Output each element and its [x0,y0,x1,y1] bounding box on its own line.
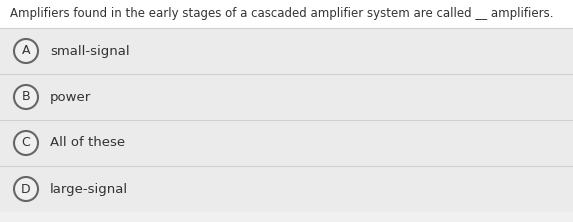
FancyBboxPatch shape [0,0,573,28]
Text: A: A [22,44,30,57]
Text: All of these: All of these [50,137,125,149]
FancyBboxPatch shape [0,74,573,120]
Text: power: power [50,91,91,103]
FancyBboxPatch shape [0,166,573,212]
Text: D: D [21,182,31,196]
FancyBboxPatch shape [0,120,573,166]
Circle shape [14,177,38,201]
FancyBboxPatch shape [0,28,573,74]
Circle shape [14,39,38,63]
Text: C: C [22,137,30,149]
Text: small-signal: small-signal [50,44,129,57]
Circle shape [14,131,38,155]
Circle shape [14,85,38,109]
Text: B: B [22,91,30,103]
Text: large-signal: large-signal [50,182,128,196]
Text: Amplifiers found in the early stages of a cascaded amplifier system are called _: Amplifiers found in the early stages of … [10,8,554,20]
